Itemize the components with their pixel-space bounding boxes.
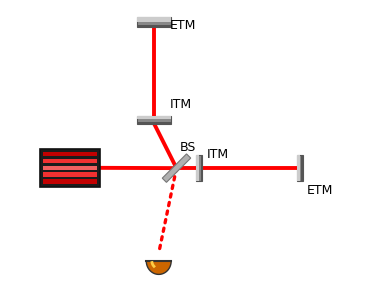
Bar xyxy=(196,155,199,181)
Bar xyxy=(40,149,100,187)
Bar xyxy=(196,155,202,181)
Bar xyxy=(137,116,171,120)
Bar xyxy=(43,159,97,163)
Text: ETM: ETM xyxy=(170,19,196,32)
Polygon shape xyxy=(146,261,171,274)
Bar xyxy=(137,25,171,27)
Text: BS: BS xyxy=(180,141,197,154)
Bar xyxy=(137,116,171,124)
Polygon shape xyxy=(162,154,191,182)
Bar xyxy=(137,122,171,124)
Bar xyxy=(301,155,303,181)
Bar xyxy=(297,155,303,181)
Bar xyxy=(43,152,97,156)
Bar xyxy=(43,179,97,184)
Bar xyxy=(137,17,171,27)
Bar xyxy=(201,155,202,181)
Text: ETM: ETM xyxy=(307,184,333,197)
Bar xyxy=(137,17,171,22)
Bar xyxy=(43,173,97,177)
Text: ITM: ITM xyxy=(170,98,192,111)
Bar xyxy=(43,165,97,170)
Bar xyxy=(297,155,300,181)
Text: ITM: ITM xyxy=(207,148,229,161)
